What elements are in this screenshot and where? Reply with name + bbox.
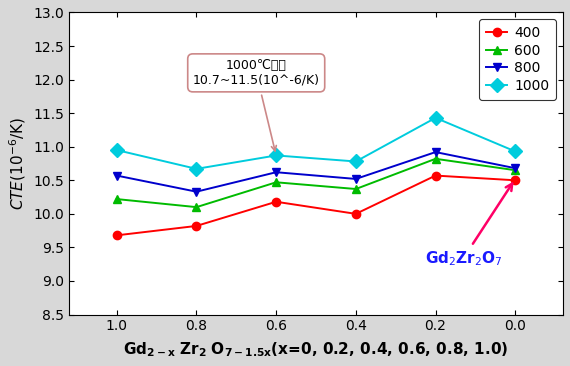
1000 <box>193 167 200 171</box>
1000 <box>432 116 439 120</box>
400 <box>432 173 439 178</box>
Legend: 400, 600, 800, 1000: 400, 600, 800, 1000 <box>479 19 556 100</box>
1000 <box>512 149 519 154</box>
600 <box>512 168 519 172</box>
1000 <box>113 148 120 152</box>
400 <box>113 233 120 238</box>
Text: 1000℃에서
10.7~11.5(10^-6/K): 1000℃에서 10.7~11.5(10^-6/K) <box>193 59 320 151</box>
1000 <box>352 159 359 164</box>
600 <box>113 197 120 201</box>
Line: 800: 800 <box>113 148 519 196</box>
800 <box>512 166 519 171</box>
600 <box>352 187 359 191</box>
Y-axis label: $\mathit{CTE}$($\mathit{10^{-6}}$/K): $\mathit{CTE}$($\mathit{10^{-6}}$/K) <box>7 117 27 210</box>
600 <box>193 205 200 209</box>
800 <box>352 177 359 181</box>
Text: Gd$_2$Zr$_2$O$_7$: Gd$_2$Zr$_2$O$_7$ <box>425 184 512 268</box>
800 <box>113 173 120 178</box>
600 <box>272 180 279 184</box>
400 <box>512 178 519 183</box>
400 <box>352 212 359 216</box>
400 <box>272 199 279 204</box>
400 <box>193 224 200 228</box>
X-axis label: $\mathbf{Gd_{2-x}\ Zr_2\ O_{7-1.5x}}$(x=0, 0.2, 0.4, 0.6, 0.8, 1.0): $\mathbf{Gd_{2-x}\ Zr_2\ O_{7-1.5x}}$(x=… <box>123 340 508 359</box>
Line: 400: 400 <box>113 171 519 239</box>
1000 <box>272 153 279 158</box>
Line: 600: 600 <box>113 154 519 211</box>
800 <box>193 190 200 194</box>
Line: 1000: 1000 <box>112 113 520 174</box>
600 <box>432 157 439 161</box>
800 <box>272 170 279 175</box>
800 <box>432 150 439 154</box>
